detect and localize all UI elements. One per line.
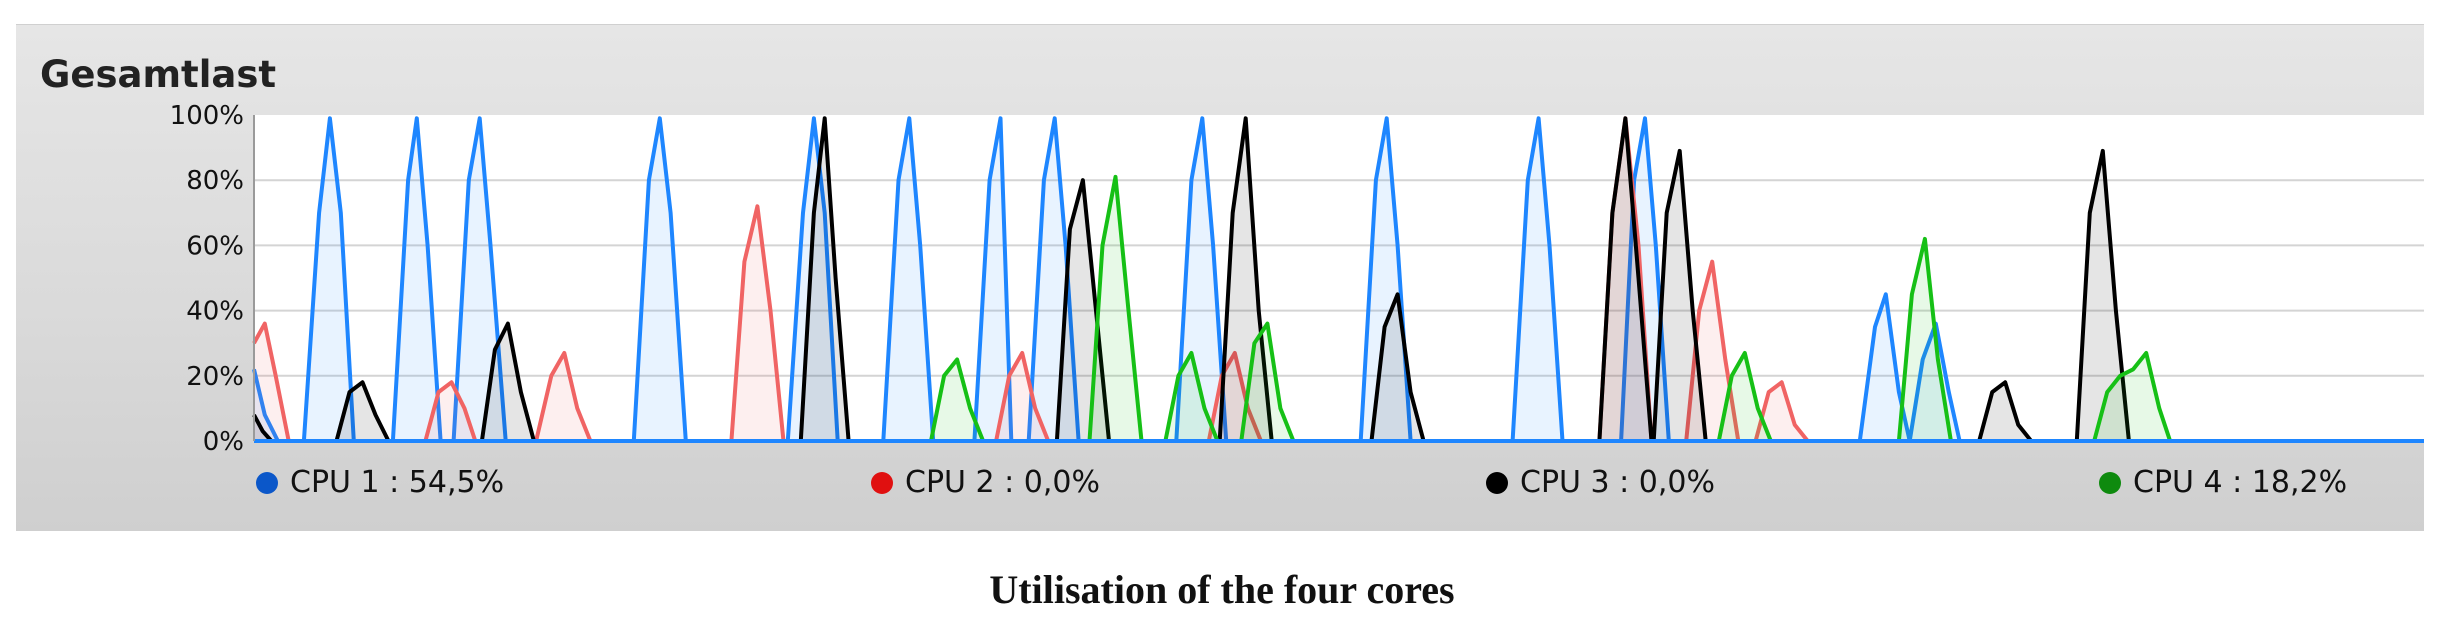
legend-item-cpu2: CPU 2 : 0,0% bbox=[871, 465, 1100, 500]
legend-item-cpu1: CPU 1 : 54,5% bbox=[256, 465, 504, 500]
legend-label-cpu1: CPU 1 : 54,5% bbox=[290, 465, 505, 500]
y-tick-label: 100% bbox=[170, 101, 244, 131]
grid-lines bbox=[254, 179, 2424, 377]
axis-layer bbox=[253, 115, 2424, 443]
legend-dot-cpu3 bbox=[1486, 471, 1508, 494]
legend-item-cpu3: CPU 3 : 0,0% bbox=[1486, 465, 1715, 500]
legend-label-cpu4: CPU 4 : 18,2% bbox=[2133, 465, 2348, 500]
series-line-cpu2 bbox=[252, 116, 2424, 443]
plot-area bbox=[254, 115, 2424, 441]
figure-caption: Utilisation of the four cores bbox=[989, 567, 1455, 612]
y-tick-label: 40% bbox=[186, 297, 244, 327]
legend-item-cpu4: CPU 4 : 18,2% bbox=[2099, 465, 2347, 500]
y-tick-label: 0% bbox=[203, 427, 244, 457]
legend-dot-cpu4 bbox=[2099, 471, 2121, 494]
y-axis-ticks: 0% 20% 40% 60% 80% 100% bbox=[170, 101, 244, 457]
legend-label-cpu3: CPU 3 : 0,0% bbox=[1520, 465, 1716, 500]
y-tick-label: 60% bbox=[186, 231, 244, 261]
legend-dot-cpu1 bbox=[256, 471, 278, 494]
y-tick-label: 80% bbox=[186, 166, 244, 196]
y-tick-label: 20% bbox=[186, 362, 244, 392]
series-line-cpu1 bbox=[252, 116, 2424, 443]
cpu-load-chart: 0% 20% 40% 60% 80% 100% bbox=[170, 101, 2424, 457]
legend-dot-cpu2 bbox=[871, 471, 893, 494]
series-line-cpu3 bbox=[252, 116, 2424, 443]
chart-panel: Gesamtlast 0% 20% 40% 60% 80% 100% CPU 1 : 54… bbox=[16, 24, 2424, 531]
panel-title: Gesamtlast bbox=[40, 53, 277, 96]
series-area-cpu1 bbox=[254, 118, 2424, 442]
legend-label-cpu2: CPU 2 : 0,0% bbox=[905, 465, 1101, 500]
